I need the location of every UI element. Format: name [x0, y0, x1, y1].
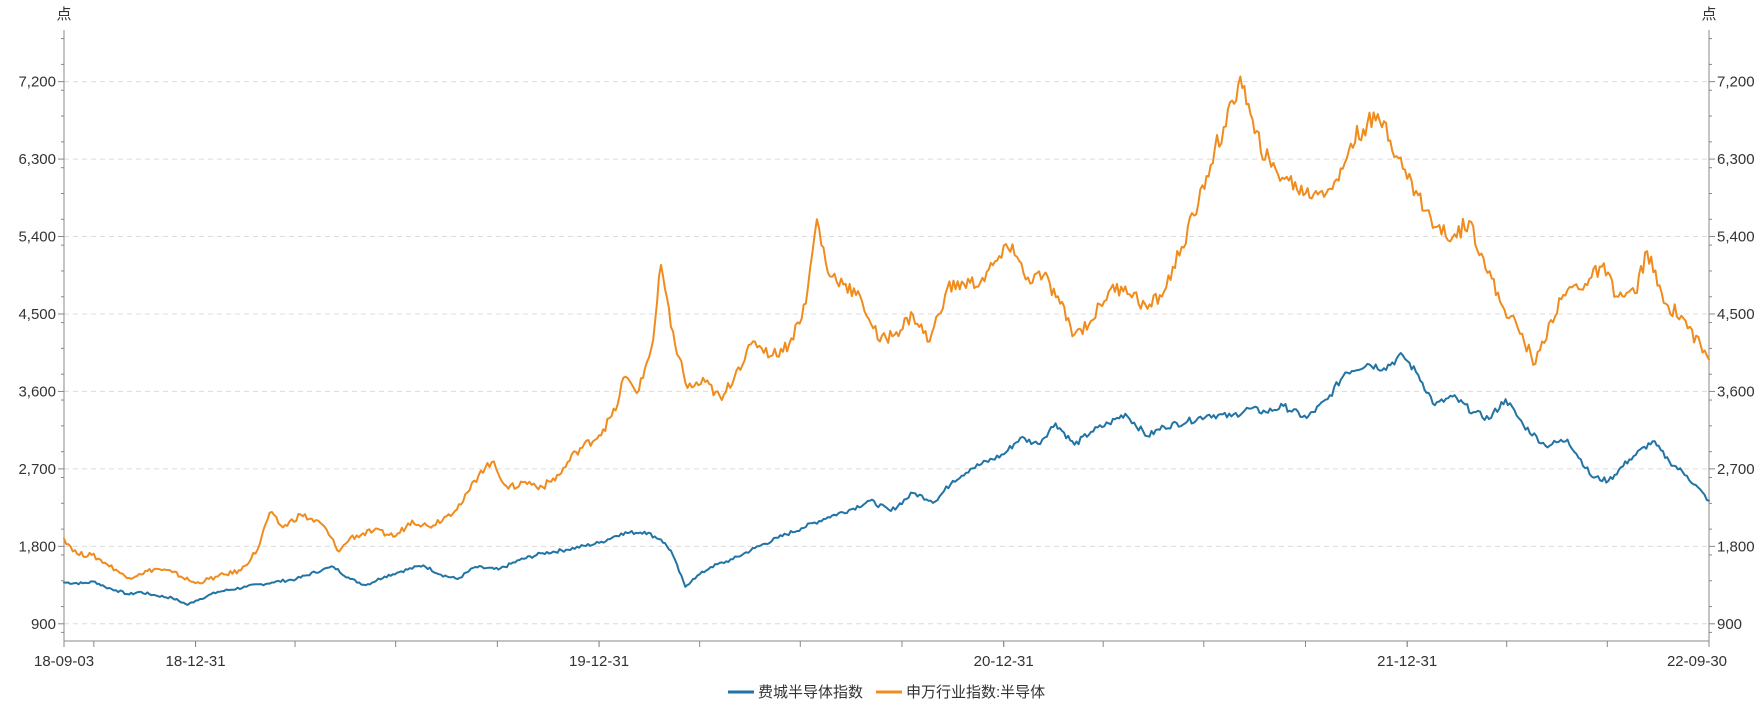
x-tick-label: 21-12-31 [1377, 653, 1437, 670]
y-right-tick-label: 4,500 [1717, 306, 1755, 323]
y-right-tick-label: 6,300 [1717, 151, 1755, 168]
series-line-0 [63, 352, 1710, 606]
x-tick-label: 19-12-31 [569, 653, 629, 670]
y-axis-right-ticks: 900 1,800 2,700 3,600 4,500 5,400 6,300 7,200 [1709, 38, 1755, 633]
x-tick-label: 18-09-03 [34, 653, 94, 670]
y-axis-right-unit: 点 [1701, 6, 1716, 23]
y-left-tick-label: 4,500 [18, 306, 56, 323]
gridlines [64, 81, 1709, 625]
y-right-tick-label: 1,800 [1717, 538, 1755, 555]
series-lines [63, 75, 1710, 606]
y-axis-left-ticks: 900 1,800 2,700 3,600 4,500 5,400 6,300 7,200 [18, 38, 64, 633]
y-left-tick-label: 3,600 [18, 383, 56, 400]
legend-item-phlx-semiconductor[interactable]: 费城半导体指数 [728, 684, 863, 701]
y-left-tick-label: 5,400 [18, 229, 56, 246]
y-right-tick-label: 2,700 [1717, 461, 1755, 478]
x-tick-label: 22-09-30 [1667, 653, 1727, 670]
legend-item-sw-semiconductor[interactable]: 申万行业指数:半导体 [876, 684, 1045, 701]
y-left-tick-label: 2,700 [18, 461, 56, 478]
y-right-tick-label: 5,400 [1717, 229, 1755, 246]
legend-label: 费城半导体指数 [758, 684, 863, 701]
x-tick-label: 18-12-31 [166, 653, 226, 670]
series-line-1 [63, 75, 1710, 585]
x-tick-label: 20-12-31 [974, 653, 1034, 670]
y-left-tick-label: 7,200 [18, 74, 56, 91]
x-axis-ticks: 18-09-03 18-12-31 19-12-31 20-12-31 21-12-31… [34, 641, 1727, 670]
y-right-tick-label: 7,200 [1717, 74, 1755, 91]
y-axis-left-unit: 点 [56, 6, 71, 23]
y-left-tick-label: 900 [31, 616, 56, 633]
legend-label: 申万行业指数:半导体 [906, 684, 1045, 701]
y-left-tick-label: 6,300 [18, 151, 56, 168]
y-right-tick-label: 900 [1717, 616, 1742, 633]
y-right-tick-label: 3,600 [1717, 383, 1755, 400]
y-left-tick-label: 1,800 [18, 538, 56, 555]
axes [63, 30, 1710, 642]
legend: 费城半导体指数 申万行业指数:半导体 [728, 684, 1045, 701]
